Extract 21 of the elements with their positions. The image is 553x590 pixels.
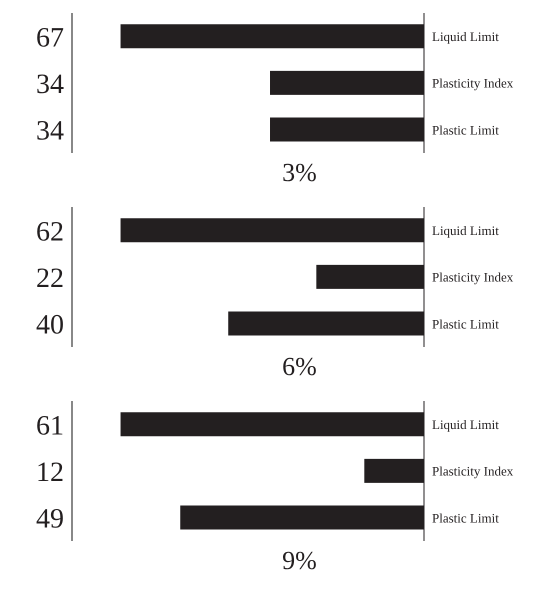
data-label: 40 bbox=[36, 310, 64, 341]
data-label: 67 bbox=[36, 22, 64, 54]
y-tick-label: Plasticity Index bbox=[432, 270, 514, 285]
y-tick-label: Plastic Limit bbox=[432, 122, 500, 138]
text: 6% bbox=[281, 352, 318, 383]
text: 3% bbox=[281, 158, 318, 189]
y-tick-label: Liquid Limit bbox=[432, 222, 500, 238]
text: 9% bbox=[281, 546, 318, 577]
data-label: 12 bbox=[36, 456, 64, 488]
data-label: 22 bbox=[36, 262, 64, 294]
data-label: 49 bbox=[36, 504, 64, 535]
y-tick-label: Liquid Limit bbox=[432, 28, 500, 44]
y-tick-label: Plastic Limit bbox=[432, 316, 500, 332]
data-label: 61 bbox=[36, 410, 64, 442]
data-label: 34 bbox=[36, 116, 64, 147]
y-tick-label: Plastic Limit bbox=[432, 510, 500, 526]
y-tick-label: Plasticity Index bbox=[432, 464, 514, 479]
data-label: 34 bbox=[36, 68, 64, 100]
y-tick-label: Liquid Limit bbox=[432, 416, 500, 432]
data-label: 62 bbox=[36, 216, 64, 248]
y-tick-label: Plasticity Index bbox=[432, 76, 514, 91]
